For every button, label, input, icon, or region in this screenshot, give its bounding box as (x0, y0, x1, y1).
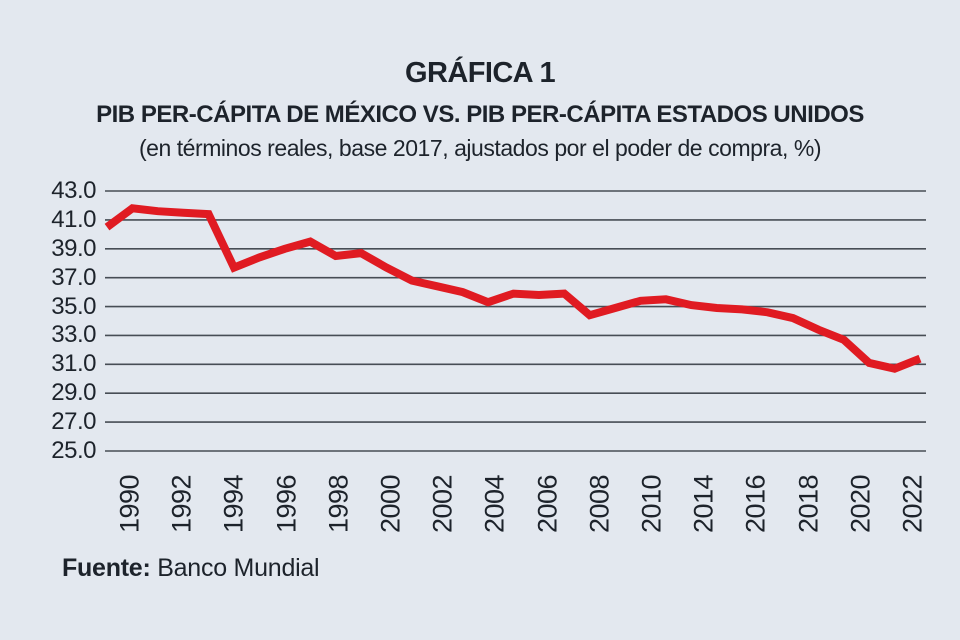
x-tick-label: 2020 (845, 475, 876, 533)
x-tick-label: 2002 (427, 475, 458, 533)
y-tick-label: 37.0 (51, 263, 96, 291)
x-tick-label: 1994 (218, 475, 249, 533)
x-tick-label: 1996 (271, 475, 302, 533)
source-label: Fuente: (62, 554, 151, 582)
source-text: Banco Mundial (150, 554, 320, 582)
x-tick-label: 2018 (793, 475, 824, 533)
y-tick-label: 33.0 (51, 321, 96, 349)
data-line (104, 204, 922, 373)
y-tick-label: 25.0 (51, 437, 96, 464)
x-tick-label: 2010 (636, 475, 667, 533)
x-tick-label: 1992 (166, 475, 197, 533)
x-tick-label: 2000 (375, 475, 406, 533)
chart-title: PIB PER-CÁPITA DE MÉXICO VS. PIB PER-CÁP… (96, 101, 864, 128)
x-tick-label: 2004 (479, 475, 510, 533)
y-tick-label: 31.0 (51, 350, 96, 378)
chart-kicker: GRÁFICA 1 (405, 57, 556, 89)
x-tick-label: 1990 (114, 475, 145, 533)
x-tick-label: 2014 (688, 475, 719, 533)
y-tick-label: 29.0 (51, 379, 96, 407)
y-tick-label: 35.0 (51, 292, 96, 320)
y-tick-label: 39.0 (51, 234, 96, 262)
x-tick-label: 2016 (740, 475, 771, 533)
x-tick-label: 2008 (584, 475, 615, 533)
x-tick-label: 2006 (532, 475, 563, 533)
x-tick-label: 2022 (897, 475, 928, 533)
source-note: Fuente: Banco Mundial (62, 554, 320, 583)
y-tick-label: 41.0 (51, 205, 96, 233)
y-tick-label: 27.0 (51, 408, 96, 436)
x-tick-label: 1998 (323, 475, 354, 533)
chart-subtitle: (en términos reales, base 2017, ajustado… (138, 135, 822, 161)
y-tick-label: 43.0 (51, 177, 96, 204)
